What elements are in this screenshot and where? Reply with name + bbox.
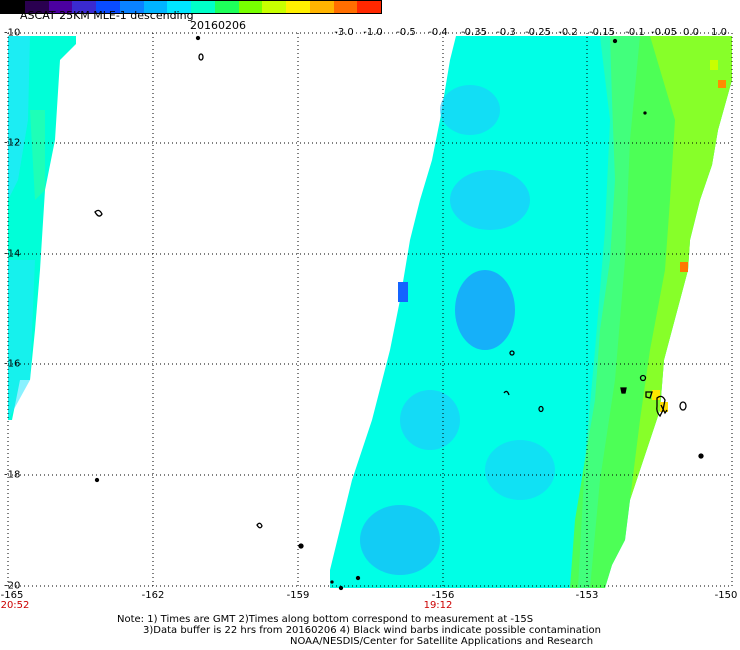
note-line-2: 3)Data buffer is 22 hrs from 20160206 4)… [143,625,601,636]
left-swath [8,36,76,420]
colorbar-label: -0.25 [525,27,551,38]
colorbar-label: -0.05 [651,27,677,38]
lon-label: -165 [0,590,24,601]
colorbar-label: 1.0 [711,27,727,38]
lat-label: -20 [4,580,21,592]
lat-label: -10 [4,27,21,39]
colorbar-label: -0.5 [396,27,416,38]
note-line-3: NOAA/NESDIS/Center for Satellite Applica… [290,636,594,647]
colorbar-segment [286,1,310,13]
lon-label: -159 [286,590,310,601]
time-label: 20:52 [0,600,30,611]
colorbar-segment [96,1,120,13]
lon-label: -150 [714,590,738,601]
islands [94,35,704,591]
lat-lon-grid [7,32,733,587]
note-line-1: Note: 1) Times are GMT 2)Times along bot… [117,614,534,625]
colorbar-segment [143,1,168,13]
colorbar-segment [191,1,215,13]
colorbar-label: -0.15 [589,27,615,38]
map-title: ASCAT 25KM MLE-1 descending [20,9,194,22]
colorbar-label: -0.1 [625,27,645,38]
main-swath [330,36,732,588]
colorbar-segment [238,1,263,13]
colorbar-segment [167,1,191,13]
colorbar-label: -0.35 [461,27,487,38]
lon-label: -153 [575,590,599,601]
lat-label: -14 [4,248,21,260]
colorbar-segment [48,1,73,13]
colorbar-segment [262,1,286,13]
map-date: 20160206 [190,19,246,32]
colorbar-segment [309,1,334,13]
colorbar-label: -1.0 [363,27,383,38]
colorbar-segment [357,1,381,13]
lon-label: -162 [141,590,165,601]
lat-label: -18 [4,469,21,481]
colorbar-label: -3.0 [334,27,354,38]
lat-label: -16 [4,358,21,370]
colorbar-segment [24,1,49,13]
colorbar-segment [1,1,25,13]
lon-label: -156 [431,590,455,601]
colorbar-label: -0.4 [428,27,448,38]
colorbar-label: 0.0 [683,27,699,38]
footer-notes: Note: 1) Times are GMT 2)Times along bot… [0,614,740,647]
colorbar-segment [72,1,96,13]
colorbar-segment [333,1,358,13]
color-scale-bar [0,0,382,14]
colorbar-segment [214,1,239,13]
lat-label: -12 [4,137,21,149]
colorbar-label: -0.3 [496,27,516,38]
time-label: 19:12 [423,600,453,611]
colorbar-segment [119,1,144,13]
colorbar-label: -0.2 [558,27,578,38]
